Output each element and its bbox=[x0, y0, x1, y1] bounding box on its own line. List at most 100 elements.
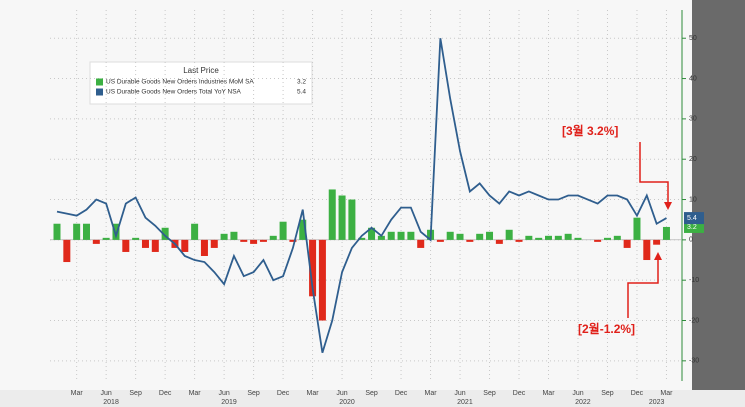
x-tick-label: Sep bbox=[365, 390, 378, 397]
bar bbox=[623, 239, 631, 248]
bar bbox=[220, 233, 228, 240]
bar bbox=[417, 239, 425, 248]
bar bbox=[141, 239, 149, 248]
value-badge-label: 5.4 bbox=[687, 215, 697, 222]
bar bbox=[92, 239, 100, 244]
legend-value: 3.2 bbox=[297, 79, 306, 86]
bar bbox=[633, 217, 641, 240]
x-tick-label: Dec bbox=[395, 390, 408, 397]
bar bbox=[495, 239, 503, 244]
x-tick-label: Mar bbox=[425, 390, 438, 397]
x-tick-label: Jun bbox=[454, 390, 465, 397]
bar bbox=[210, 239, 218, 248]
arrow-head bbox=[664, 202, 672, 210]
bar bbox=[535, 237, 543, 240]
bar bbox=[250, 239, 258, 244]
line bbox=[56, 38, 667, 354]
x-group-label: 2020 bbox=[339, 399, 355, 406]
bar bbox=[554, 235, 562, 240]
x-tick-label: Jun bbox=[336, 390, 347, 397]
legend-swatch bbox=[96, 88, 103, 96]
side-panel bbox=[692, 0, 745, 407]
bar bbox=[132, 237, 140, 240]
bar bbox=[299, 219, 307, 240]
y-tick-label: 40 bbox=[689, 75, 697, 82]
bar bbox=[181, 239, 189, 252]
bar bbox=[486, 231, 494, 240]
bar bbox=[446, 231, 454, 240]
y-tick-label: 50 bbox=[689, 35, 697, 42]
bar bbox=[466, 239, 474, 242]
bar bbox=[82, 223, 90, 240]
bar bbox=[191, 223, 199, 240]
bar bbox=[328, 189, 336, 240]
value-badge bbox=[684, 212, 704, 225]
bar bbox=[289, 239, 297, 242]
x-tick-label: Dec bbox=[513, 390, 526, 397]
legend-box bbox=[89, 61, 313, 105]
bar bbox=[338, 195, 346, 240]
bar bbox=[603, 237, 611, 240]
bar bbox=[377, 235, 385, 240]
x-tick-label: Mar bbox=[189, 390, 202, 397]
x-group-label: 2022 bbox=[575, 399, 591, 406]
x-group-label: 2019 bbox=[221, 399, 237, 406]
x-group-label: 2021 bbox=[457, 399, 473, 406]
bar bbox=[515, 239, 523, 242]
annotation: [3월 3.2%] bbox=[562, 123, 618, 138]
bar bbox=[73, 223, 81, 240]
y-tick-label: -20 bbox=[689, 317, 699, 324]
x-tick-label: Mar bbox=[307, 390, 320, 397]
bar bbox=[476, 233, 484, 240]
bar bbox=[653, 239, 661, 245]
bar bbox=[240, 239, 248, 242]
bar bbox=[436, 239, 444, 242]
bar bbox=[368, 227, 376, 240]
bar bbox=[309, 239, 317, 297]
annotation-arrow bbox=[627, 258, 659, 318]
x-tick-label: Sep bbox=[247, 390, 260, 397]
x-tick-label: Jun bbox=[218, 390, 229, 397]
y-tick-label: 30 bbox=[689, 116, 697, 123]
footer-band bbox=[0, 390, 745, 407]
arrow-head bbox=[654, 252, 662, 260]
bar bbox=[397, 231, 405, 240]
x-group-label: 2023 bbox=[649, 399, 665, 406]
bar bbox=[594, 239, 602, 242]
bar bbox=[662, 226, 670, 240]
x-tick-label: Sep bbox=[483, 390, 496, 397]
bar bbox=[505, 229, 513, 240]
bar bbox=[112, 223, 120, 240]
bar bbox=[564, 233, 572, 240]
x-tick-label: Sep bbox=[601, 390, 614, 397]
legend-title: Last Price bbox=[183, 66, 219, 75]
legend-value: 5.4 bbox=[297, 89, 306, 96]
x-tick-label: Dec bbox=[277, 390, 290, 397]
bar bbox=[358, 237, 366, 240]
y-tick-label: 20 bbox=[689, 156, 697, 163]
x-tick-label: Jun bbox=[572, 390, 583, 397]
x-tick-label: Jun bbox=[101, 390, 112, 397]
y-tick-label: -10 bbox=[689, 277, 699, 284]
y-tick-label: -30 bbox=[689, 358, 699, 365]
legend-swatch bbox=[96, 78, 103, 86]
bar bbox=[200, 239, 208, 256]
legend-label: US Durable Goods New Orders Industries M… bbox=[106, 79, 254, 86]
bar bbox=[53, 223, 61, 240]
x-tick-label: Mar bbox=[660, 390, 673, 397]
x-tick-label: Sep bbox=[129, 390, 142, 397]
bar bbox=[613, 235, 621, 240]
bar bbox=[230, 231, 238, 240]
y-tick-label: 10 bbox=[689, 196, 697, 203]
bar bbox=[122, 239, 130, 252]
bar bbox=[151, 239, 159, 252]
bar bbox=[545, 235, 552, 240]
annotation: [2월-1.2%] bbox=[578, 321, 635, 336]
y-tick-label: 0 bbox=[689, 237, 693, 244]
legend-label: US Durable Goods New Orders Total YoY NS… bbox=[106, 89, 242, 96]
x-group-label: 2018 bbox=[103, 399, 119, 406]
x-tick-label: Dec bbox=[159, 390, 172, 397]
